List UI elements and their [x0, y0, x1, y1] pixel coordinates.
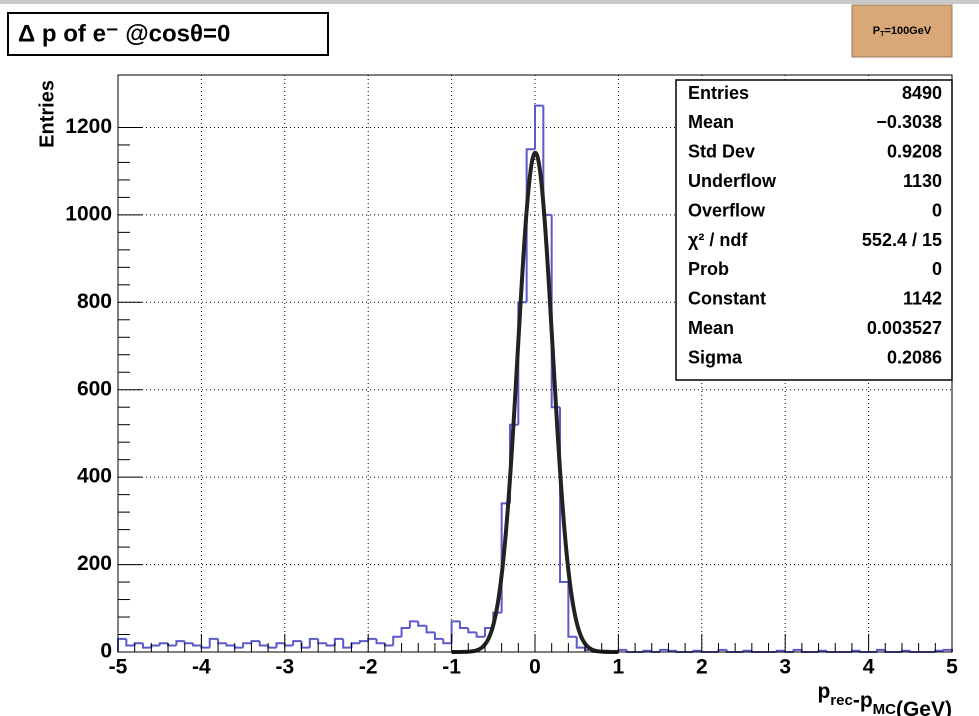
histogram-bin [408, 620, 419, 628]
histogram-bin [400, 626, 410, 637]
y-tick-label: 600 [77, 377, 112, 400]
stats-name: Constant [688, 289, 766, 309]
tag-base: P [873, 25, 880, 37]
y-tick-label: 400 [77, 465, 112, 488]
stats-value: 1142 [903, 289, 942, 309]
tag-sub: T [880, 31, 885, 38]
histogram-bin [250, 640, 260, 644]
x-tick-label: 2 [696, 656, 708, 679]
stats-value: 0.9208 [887, 142, 942, 162]
y-tick-label: 200 [77, 552, 112, 575]
histogram-bin [192, 643, 202, 647]
histogram-bin [433, 632, 444, 640]
histogram-bin [517, 301, 527, 425]
stats-value: 0.2086 [887, 347, 942, 367]
histogram-bin [575, 636, 586, 649]
stats-value: 0.003527 [867, 318, 942, 338]
histogram-bin [375, 638, 385, 645]
y-tick-label: 1200 [65, 115, 112, 138]
y-tick-label: 0 [100, 640, 112, 663]
stats-value: 8490 [902, 83, 942, 103]
x-label-unit: (GeV) [896, 698, 952, 716]
tag-rest: =100GeV [884, 25, 931, 37]
x-tick-label: -3 [275, 656, 294, 679]
x-tick-label: -2 [359, 656, 378, 679]
x-tick-label: 5 [946, 656, 958, 679]
histogram-bin [175, 640, 185, 646]
histogram-bin [442, 638, 452, 645]
tag-box [851, 4, 953, 58]
histogram-bin [358, 640, 369, 644]
histogram-bin [325, 643, 335, 647]
histogram-bin [292, 640, 302, 646]
stats-name: Entries [688, 83, 749, 103]
histogram-bin [875, 648, 886, 652]
x-label-sub: rec [830, 692, 853, 709]
histogram-bin [308, 637, 319, 648]
stats-name: Overflow [688, 200, 766, 220]
histogram-bin [242, 642, 252, 648]
x-tick-label: 4 [863, 656, 875, 679]
histogram-bin [659, 648, 669, 652]
chart-title: Δ p of e⁻ @cosθ=0 [18, 20, 230, 47]
histogram-bin [142, 643, 152, 649]
stats-name: Mean [688, 112, 734, 132]
stats-name: Underflow [688, 171, 777, 191]
stats-value: 552.4 / 15 [862, 230, 942, 250]
histogram-bin [467, 627, 477, 634]
stats-name: Prob [688, 259, 729, 279]
histogram-bin [534, 104, 544, 150]
histogram-bin [475, 632, 485, 638]
histogram-bin [125, 638, 135, 647]
histogram-bin [258, 641, 269, 647]
x-tick-label: -1 [442, 656, 461, 679]
stats-name: Mean [688, 318, 734, 338]
histogram-bin [667, 649, 677, 652]
tag-text: PT=100GeV [873, 25, 932, 38]
stats-value: −0.3038 [876, 112, 942, 132]
histogram-bin [275, 642, 285, 648]
histogram-bin [158, 642, 169, 646]
x-tick-label: -5 [109, 656, 128, 679]
window-edge [0, 0, 979, 4]
histogram-bin [225, 643, 235, 647]
x-axis-label: prec-pMC(GeV) [817, 680, 952, 716]
stats-value: 0 [932, 200, 942, 220]
stats-value: 0 [932, 259, 942, 279]
y-tick-label: 800 [77, 290, 112, 313]
x-label-base: -p [853, 689, 873, 712]
histogram-bin [342, 638, 352, 649]
x-label-base: p [817, 680, 830, 703]
title-box [7, 12, 329, 56]
y-tick-label: 1000 [65, 202, 112, 225]
histogram-bin [525, 148, 535, 303]
stats-name: Sigma [688, 347, 743, 367]
histogram-bin [458, 621, 469, 629]
histogram-bin [567, 582, 577, 638]
x-tick-label: 1 [613, 656, 625, 679]
stats-box [675, 79, 953, 381]
histogram-bin [392, 635, 402, 646]
histogram-bin [425, 625, 435, 634]
stats-value: 1130 [903, 171, 942, 191]
x-tick-label: -4 [192, 656, 211, 679]
x-tick-label: 0 [529, 656, 541, 679]
stats-name: Std Dev [688, 142, 755, 162]
histogram-bin [792, 648, 802, 652]
y-axis-label: Entries [36, 80, 58, 148]
histogram-bin [208, 637, 219, 648]
fit-curve [451, 150, 619, 654]
stats-name: χ² / ndf [688, 230, 748, 250]
x-tick-label: 3 [779, 656, 791, 679]
histogram-bin [417, 621, 427, 627]
x-label-sub: MC [873, 701, 896, 716]
